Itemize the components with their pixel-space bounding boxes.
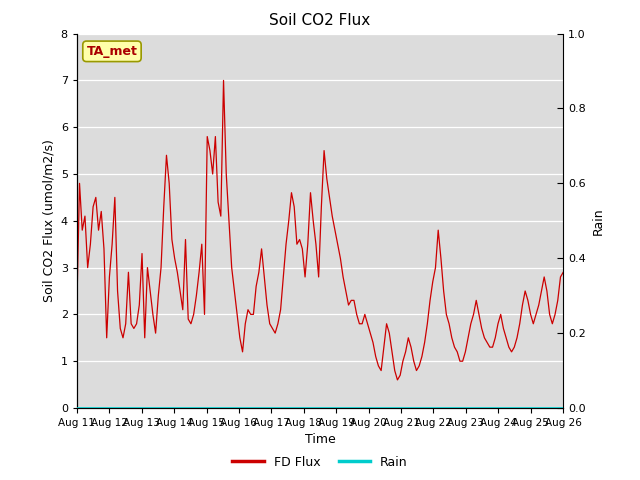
Y-axis label: Soil CO2 Flux (umol/m2/s): Soil CO2 Flux (umol/m2/s) bbox=[42, 139, 55, 302]
Title: Soil CO2 Flux: Soil CO2 Flux bbox=[269, 13, 371, 28]
X-axis label: Time: Time bbox=[305, 433, 335, 446]
Text: TA_met: TA_met bbox=[86, 45, 138, 58]
Legend: FD Flux, Rain: FD Flux, Rain bbox=[227, 451, 413, 474]
Y-axis label: Rain: Rain bbox=[591, 207, 604, 235]
